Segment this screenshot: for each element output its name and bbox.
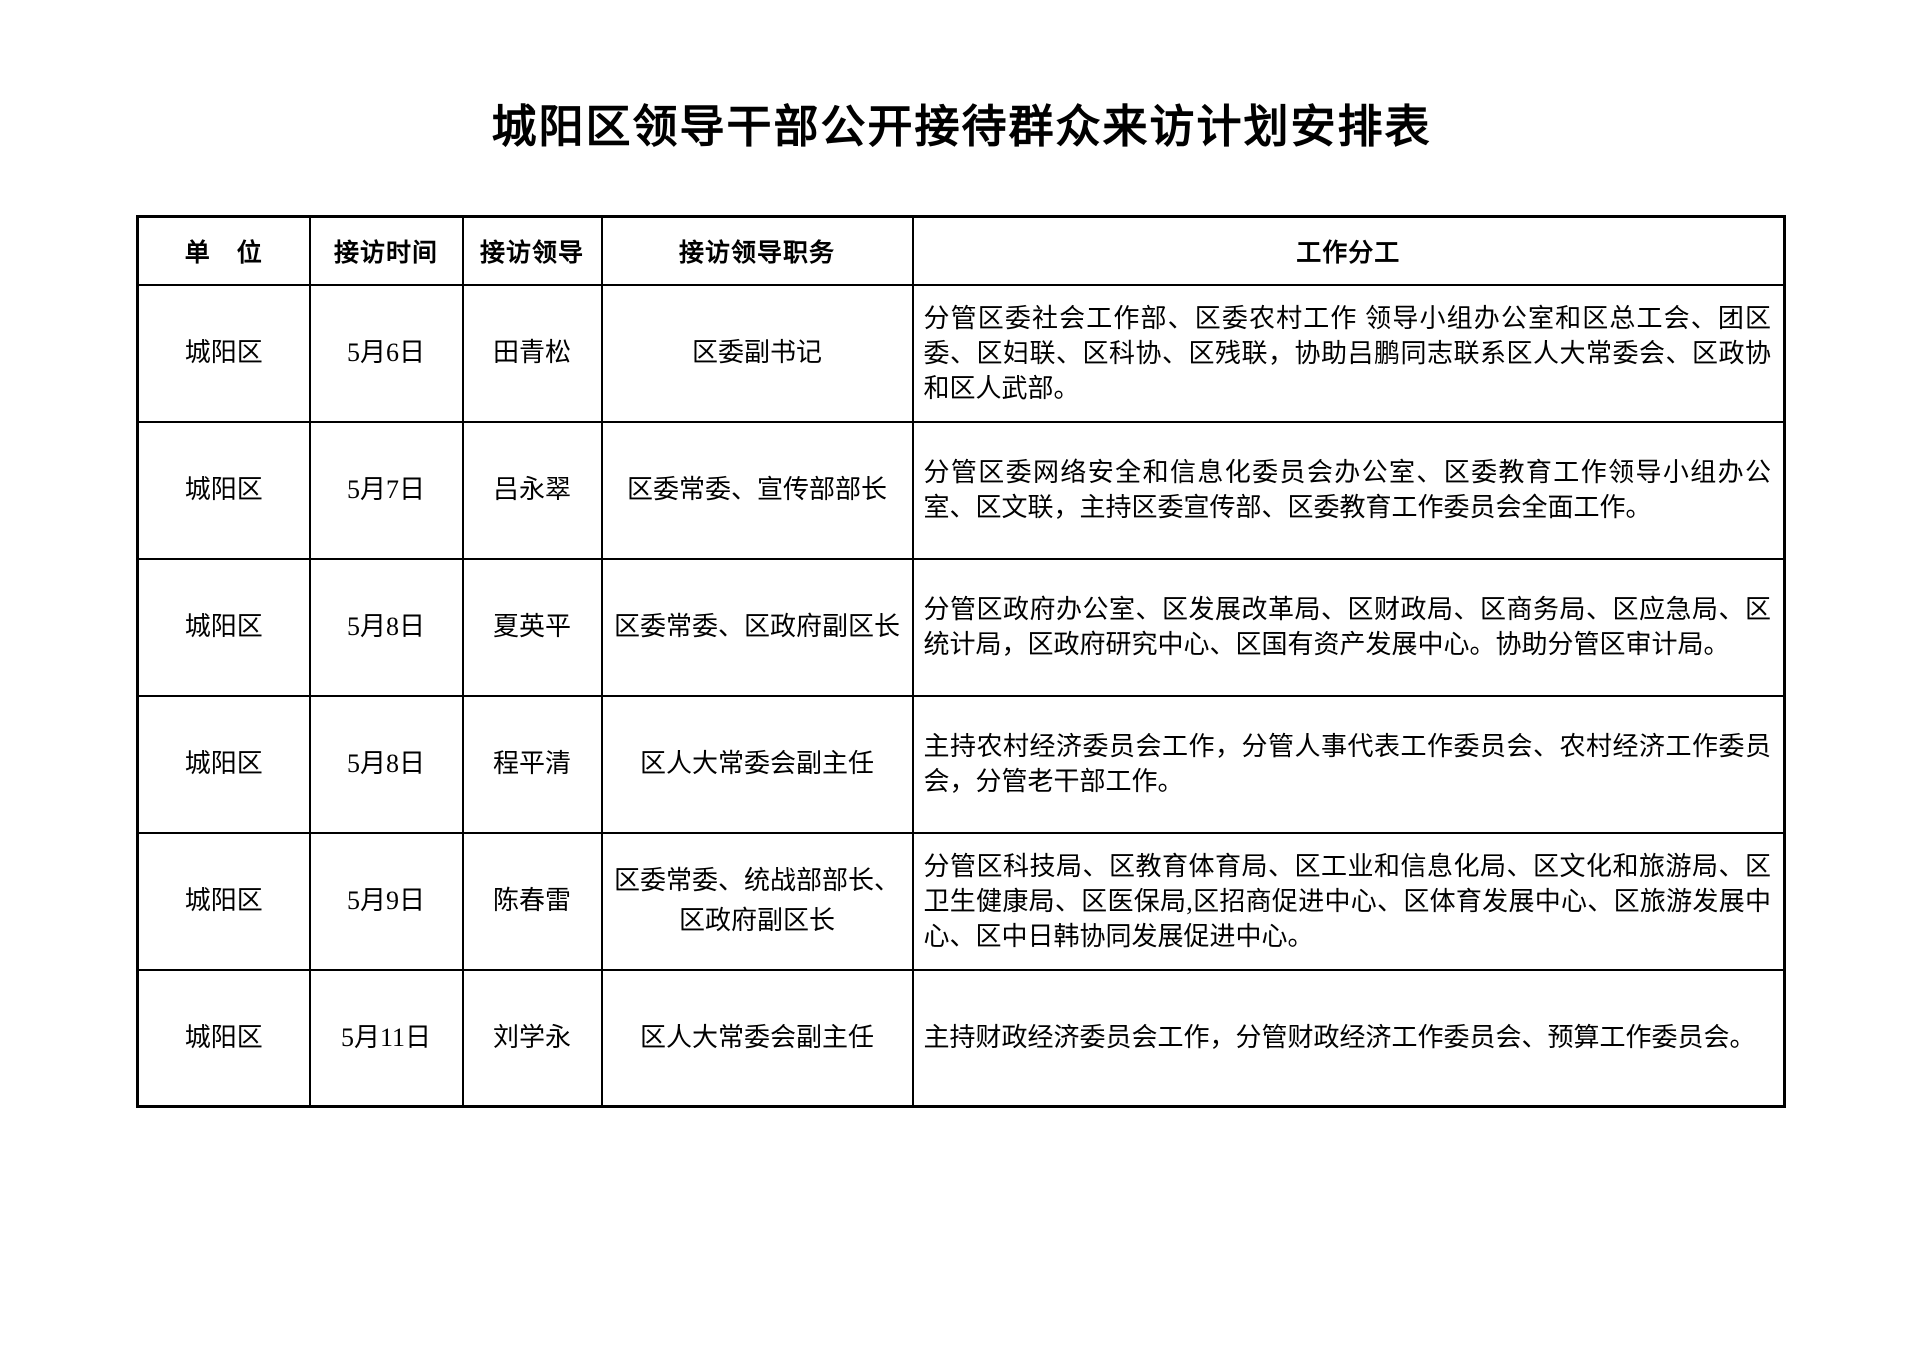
duty-cell: 主持农村经济委员会工作，分管人事代表工作委员会、农村经济工作委员会，分管老干部工… (911, 694, 1786, 834)
table-row: 城阳区 5月7日 吕永翠 区委常委、宣传部部长 分管区委网络安全和信息化委员会办… (136, 420, 1786, 560)
duty-cell: 主持财政经济委员会工作，分管财政经济工作委员会、预算工作委员会。 (911, 968, 1786, 1108)
leader-cell: 程平清 (461, 694, 603, 834)
column-header-time: 接访时间 (308, 215, 464, 286)
duty-cell: 分管区委社会工作部、区委农村工作 领导小组办公室和区总工会、团区委、区妇联、区科… (911, 283, 1786, 423)
position-cell: 区委常委、区政府副区长 (600, 557, 914, 697)
table-row: 城阳区 5月11日 刘学永 区人大常委会副主任 主持财政经济委员会工作，分管财政… (136, 968, 1786, 1108)
table-row: 城阳区 5月9日 陈春雷 区委常委、统战部部长、区政府副区长 分管区科技局、区教… (136, 831, 1786, 971)
page-title: 城阳区领导干部公开接待群众来访计划安排表 (491, 102, 1432, 152)
duty-cell: 分管区委网络安全和信息化委员会办公室、区委教育工作领导小组办公室、区文联，主持区… (911, 420, 1786, 560)
time-cell: 5月11日 (308, 968, 464, 1108)
unit-cell: 城阳区 (136, 831, 311, 971)
position-cell: 区人大常委会副主任 (600, 694, 914, 834)
position-cell: 区委副书记 (600, 283, 914, 423)
unit-cell: 城阳区 (136, 557, 311, 697)
unit-cell: 城阳区 (136, 694, 311, 834)
unit-cell: 城阳区 (136, 420, 311, 560)
duty-cell: 分管区政府办公室、区发展改革局、区财政局、区商务局、区应急局、区统计局，区政府研… (911, 557, 1786, 697)
table-row: 城阳区 5月8日 夏英平 区委常委、区政府副区长 分管区政府办公室、区发展改革局… (136, 557, 1786, 697)
unit-cell: 城阳区 (136, 968, 311, 1108)
leader-cell: 吕永翠 (461, 420, 603, 560)
position-cell: 区委常委、统战部部长、区政府副区长 (600, 831, 914, 971)
column-header-position: 接访领导职务 (600, 215, 914, 286)
leader-cell: 夏英平 (461, 557, 603, 697)
time-cell: 5月9日 (308, 831, 464, 971)
leader-cell: 刘学永 (461, 968, 603, 1108)
duty-cell: 分管区科技局、区教育体育局、区工业和信息化局、区文化和旅游局、区卫生健康局、区医… (911, 831, 1786, 971)
time-cell: 5月8日 (308, 694, 464, 834)
position-cell: 区人大常委会副主任 (600, 968, 914, 1108)
reception-schedule-table: 单 位 接访时间 接访领导 接访领导职务 工作分工 城阳区 5月6日 田青松 区… (136, 215, 1786, 1108)
position-cell: 区委常委、宣传部部长 (600, 420, 914, 560)
column-header-leader: 接访领导 (461, 215, 603, 286)
unit-cell: 城阳区 (136, 283, 311, 423)
leader-cell: 陈春雷 (461, 831, 603, 971)
leader-cell: 田青松 (461, 283, 603, 423)
table-row: 城阳区 5月6日 田青松 区委副书记 分管区委社会工作部、区委农村工作 领导小组… (136, 283, 1786, 423)
table-header-row: 单 位 接访时间 接访领导 接访领导职务 工作分工 (136, 215, 1786, 286)
column-header-duty: 工作分工 (911, 215, 1786, 286)
time-cell: 5月8日 (308, 557, 464, 697)
table-row: 城阳区 5月8日 程平清 区人大常委会副主任 主持农村经济委员会工作，分管人事代… (136, 694, 1786, 834)
time-cell: 5月7日 (308, 420, 464, 560)
time-cell: 5月6日 (308, 283, 464, 423)
column-header-unit: 单 位 (136, 215, 311, 286)
